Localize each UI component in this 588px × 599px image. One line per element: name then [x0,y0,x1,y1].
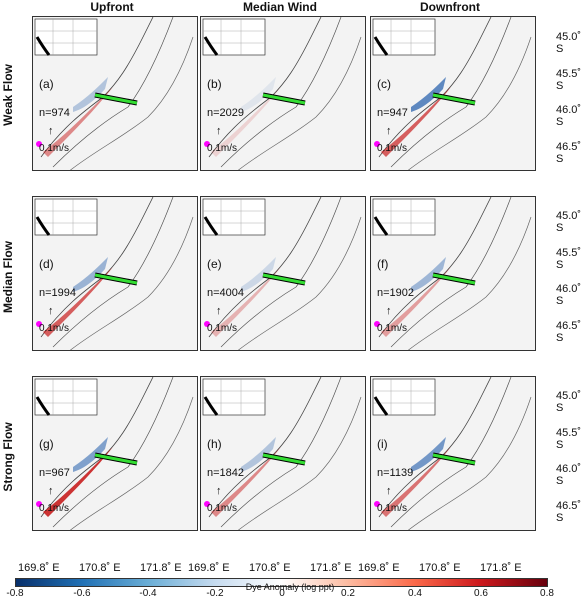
sample-count: n=974 [39,107,70,119]
scale-label: 0.1m/s [207,323,238,334]
panel-label: (i) [377,437,388,451]
sample-count: n=1994 [39,287,77,299]
sample-count: n=2029 [207,107,245,119]
scale-arrow-icon: ↑ [48,305,54,317]
map-drawing [33,377,197,530]
map-drawing [371,17,535,170]
scale-label: 0.1m/s [207,143,238,154]
scale-arrow-icon: ↑ [216,305,222,317]
map-panel: (e) n=4004 ↑ 0.1m/s [200,196,366,351]
panel-label: (d) [39,257,54,271]
scale-arrow-icon: ↑ [386,125,392,137]
lon-label: 169.8˚ E [18,562,60,574]
scale-arrow-icon: ↑ [216,125,222,137]
map-panel: (d) n=1994 ↑ 0.1m/s [32,196,198,351]
map-drawing [371,197,535,350]
scale-label: 0.1m/s [377,503,408,514]
map-drawing [371,377,535,530]
column-title-upfront: Upfront [90,0,134,14]
scale-arrow-icon: ↑ [48,125,54,137]
panel-label: (c) [377,77,391,91]
lat-label: 46.0˚ S [556,463,582,487]
lon-label: 171.8˚ E [480,562,522,574]
colorbar-tick: -0.4 [139,588,157,599]
sample-count: n=967 [39,467,70,479]
map-panel: (g) n=967 ↑ 0.1m/s [32,376,198,531]
sample-count: n=947 [377,107,408,119]
panel-label: (h) [207,437,222,451]
map-panel: (b) n=2029 ↑ 0.1m/s [200,16,366,171]
lat-label: 45.0˚ S [556,31,582,55]
map-panel: (c) n=947 ↑ 0.1m/s [370,16,536,171]
panel-label: (f) [377,257,389,271]
map-drawing [201,377,365,530]
lat-label: 45.0˚ S [556,390,582,414]
colorbar-tick: 0.6 [474,588,488,599]
panel-label: (g) [39,437,54,451]
map-drawing [201,17,365,170]
scale-arrow-icon: ↑ [216,485,222,497]
scale-label: 0.1m/s [377,323,408,334]
sample-count: n=4004 [207,287,245,299]
lat-label: 45.5˚ S [556,68,582,92]
colorbar-tick: 0.4 [408,588,422,599]
lon-label: 170.8˚ E [249,562,291,574]
lon-label: 171.8˚ E [140,562,182,574]
scale-label: 0.1m/s [377,143,408,154]
map-panel: (h) n=1842 ↑ 0.1m/s [200,376,366,531]
lat-label: 45.0˚ S [556,210,582,234]
column-title-median-wind: Median Wind [243,0,317,14]
scale-arrow-icon: ↑ [48,485,54,497]
row-title-median-flow: Median Flow [1,241,15,313]
colorbar-label: Dye Anomaly (log ppt) [245,582,335,592]
sample-count: n=1902 [377,287,415,299]
scale-label: 0.1m/s [39,143,70,154]
sample-count: n=1139 [377,467,414,479]
lon-label: 171.8˚ E [310,562,352,574]
lon-label: 169.8˚ E [358,562,400,574]
lat-label: 46.5˚ S [556,500,582,524]
map-drawing [33,197,197,350]
scale-arrow-icon: ↑ [386,485,392,497]
scale-arrow-icon: ↑ [386,305,392,317]
map-drawing [33,17,197,170]
map-drawing [201,197,365,350]
lon-label: 170.8˚ E [419,562,461,574]
panel-label: (a) [39,77,54,91]
colorbar-tick: -0.8 [6,588,24,599]
lat-label: 46.0˚ S [556,283,582,307]
lat-label: 46.0˚ S [556,104,582,128]
lat-label: 45.5˚ S [556,247,582,271]
lon-label: 169.8˚ E [188,562,230,574]
scale-label: 0.1m/s [39,323,70,334]
panel-label: (b) [207,77,222,91]
colorbar [15,578,548,587]
lat-label: 46.5˚ S [556,320,582,344]
map-panel: (a) n=974 ↑ 0.1m/s [32,16,198,171]
lat-label: 46.5˚ S [556,141,582,165]
colorbar-tick: 0.8 [540,588,554,599]
map-panel: (i) n=1139 ↑ 0.1m/s [370,376,536,531]
scale-label: 0.1m/s [207,503,238,514]
row-title-strong-flow: Strong Flow [1,422,15,492]
sample-count: n=1842 [207,467,245,479]
map-panel: (f) n=1902 ↑ 0.1m/s [370,196,536,351]
column-title-downfront: Downfront [420,0,480,14]
lat-label: 45.5˚ S [556,427,582,451]
row-title-weak-flow: Weak Flow [1,64,15,126]
panel-label: (e) [207,257,222,271]
colorbar-tick: -0.6 [73,588,91,599]
scale-label: 0.1m/s [39,503,70,514]
lon-label: 170.8˚ E [79,562,121,574]
